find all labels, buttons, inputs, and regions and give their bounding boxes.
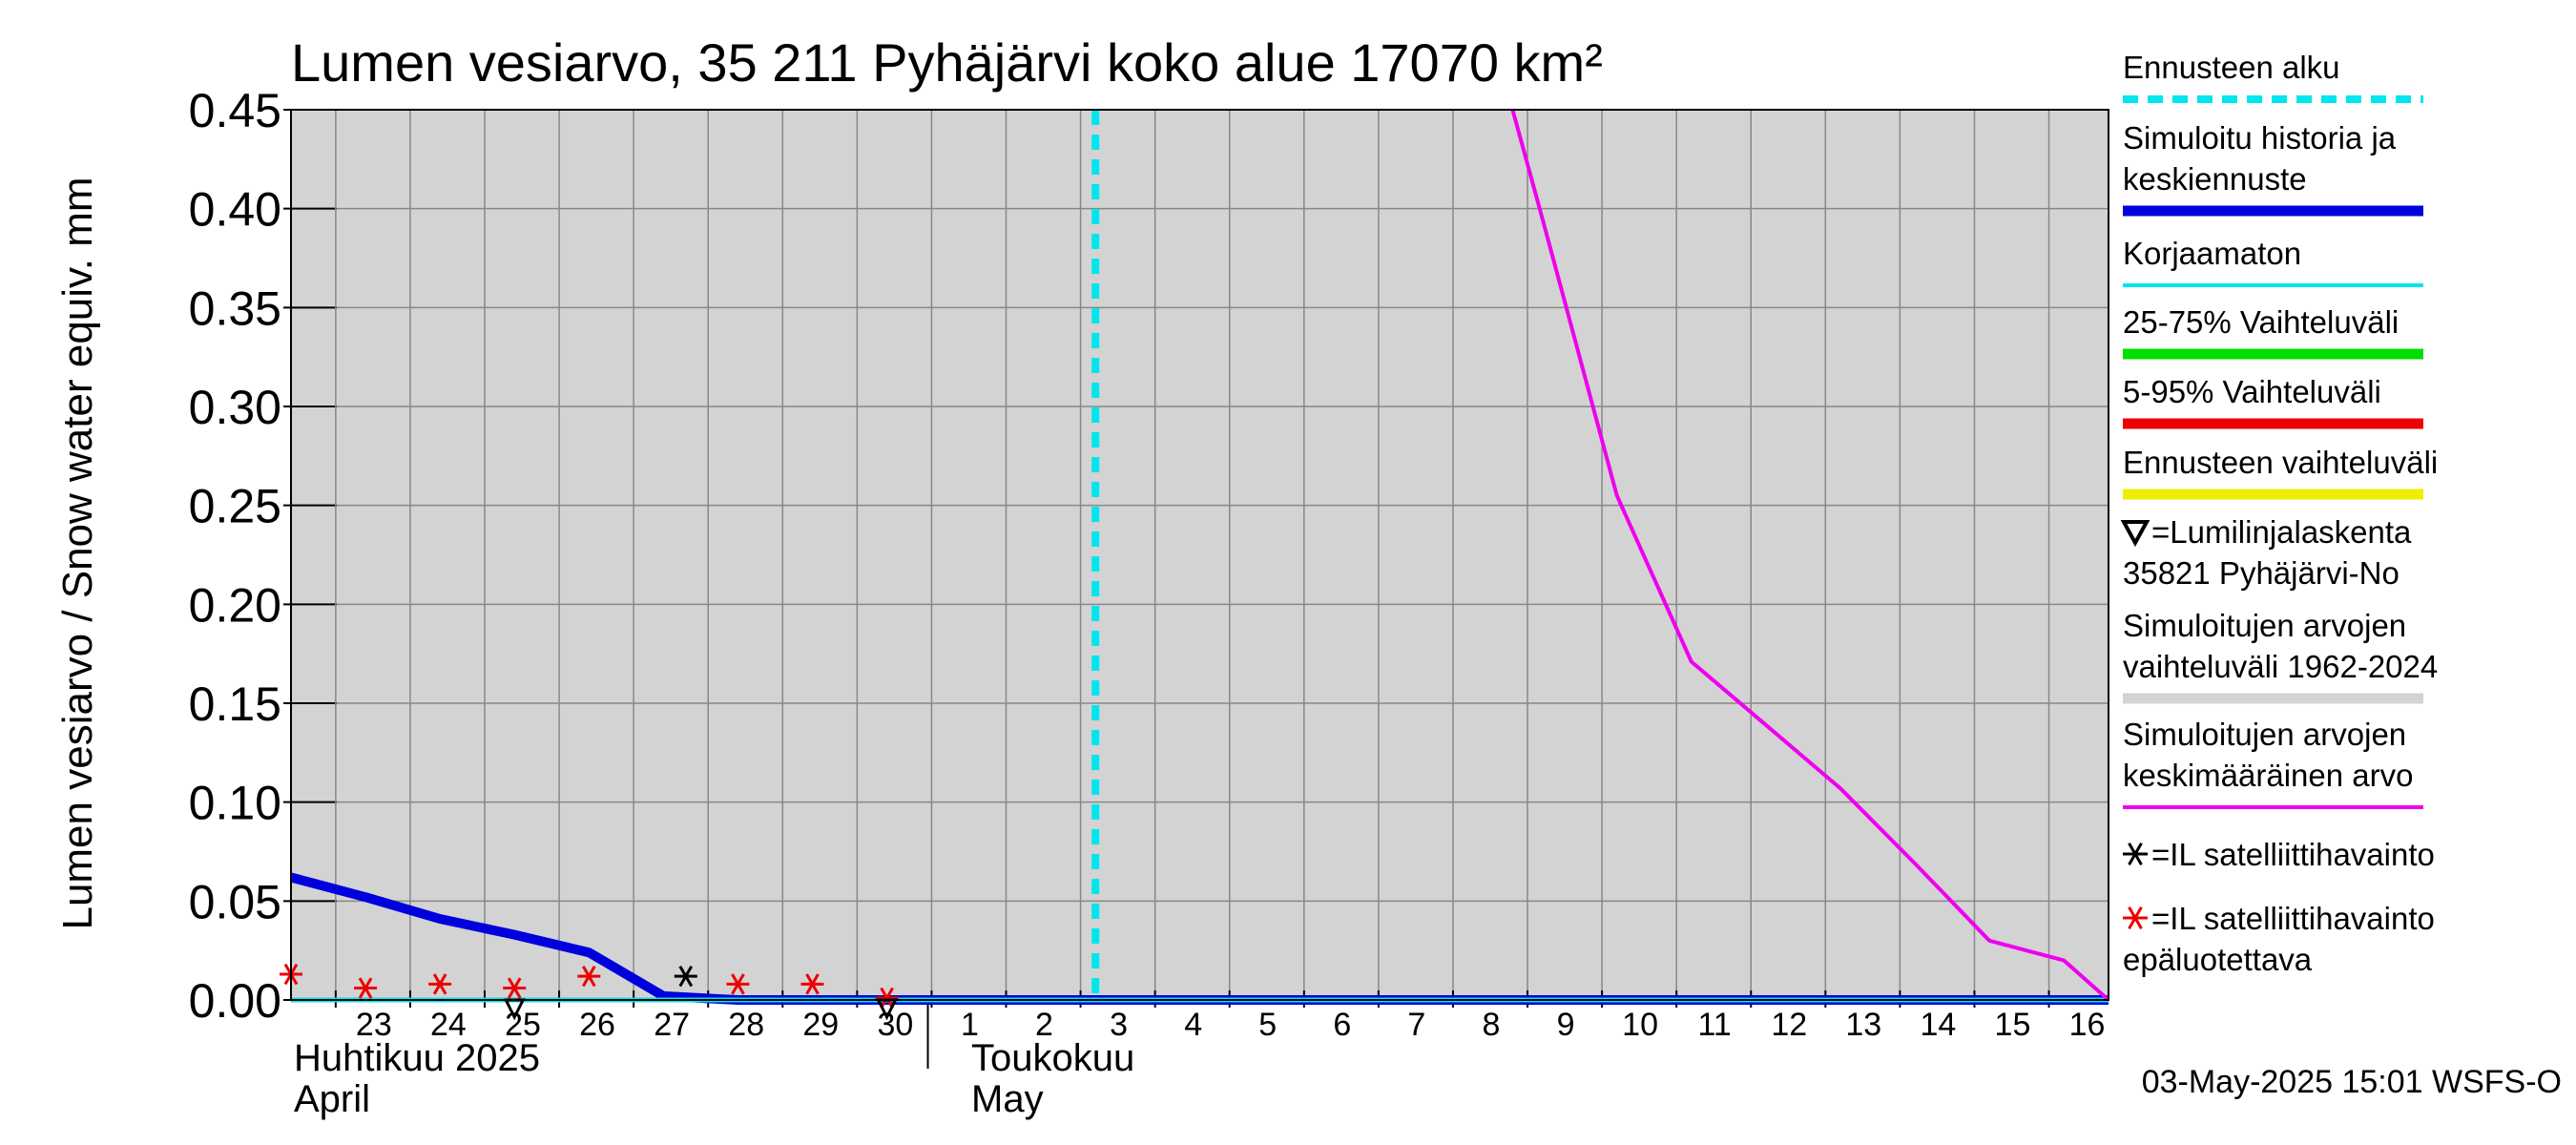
legend-label: =Lumilinjalaskenta	[2151, 514, 2412, 550]
x-tick-label: 23	[356, 1007, 392, 1043]
x-tick-label: 4	[1184, 1007, 1202, 1043]
x-tick-label: 2	[1035, 1007, 1053, 1043]
x-tick-label: 30	[877, 1007, 913, 1043]
legend-label: Korjaamaton	[2123, 236, 2301, 271]
legend-label: 5-95% Vaihteluväli	[2123, 374, 2381, 409]
x-tick-label: 16	[2069, 1007, 2106, 1043]
x-tick-label: 12	[1771, 1007, 1807, 1043]
plot-frame	[290, 109, 2109, 1001]
legend-item: Simuloitujen arvojen vaihteluväli 1962-20…	[2123, 608, 2438, 704]
x-tick-label: 27	[654, 1007, 690, 1043]
y-tick-label: 0.10	[189, 777, 281, 830]
legend-label: Simuloitujen arvojen	[2123, 608, 2406, 643]
legend-item: Ennusteen vaihteluväli	[2123, 445, 2438, 500]
y-tick-label: 0.15	[189, 677, 281, 731]
y-tick-label: 0.45	[189, 84, 281, 137]
x-tick-label: 15	[1995, 1007, 2031, 1043]
y-tick-label: 0.00	[189, 974, 281, 1028]
satellite-unreliable-marker	[428, 973, 452, 995]
legend-item: =Lumilinjalaskenta 35821 Pyhäjärvi-No	[2120, 514, 2412, 591]
satellite-unreliable-marker	[726, 973, 750, 995]
plot-background	[291, 110, 2109, 1000]
satellite-unreliable-marker	[875, 987, 899, 1010]
satellite-unreliable-marker	[577, 965, 601, 988]
month-label-may-en: May	[971, 1078, 1044, 1120]
satellite-reliable-marker	[674, 965, 697, 988]
legend-label: keskiennuste	[2123, 161, 2307, 197]
x-tick-label: 7	[1407, 1007, 1425, 1043]
simuloitujen-arvojen-keskim-r-inen-arvo-line	[1510, 109, 2110, 1002]
legend-item: Simuloitu historia ja keskiennuste	[2123, 120, 2423, 217]
legend-label: Simuloitujen arvojen	[2123, 717, 2406, 752]
legend-label: =IL satelliittihavainto	[2151, 837, 2435, 872]
x-tick-label: 1	[961, 1007, 979, 1043]
x-tick-label: 9	[1557, 1007, 1575, 1043]
x-tick-label: 6	[1333, 1007, 1351, 1043]
timestamp: 03-May-2025 15:01 WSFS-O	[2142, 1064, 2562, 1100]
legend-label: keskimääräinen arvo	[2123, 758, 2413, 793]
legend-label: =IL satelliittihavainto	[2151, 901, 2435, 936]
legend: Ennusteen alku Simuloitu historia ja keski…	[2120, 50, 2438, 977]
x-tick-label: 3	[1110, 1007, 1128, 1043]
x-tick-label: 10	[1622, 1007, 1658, 1043]
legend-star-icon	[2123, 842, 2148, 866]
legend-label: vaihteluväli 1962-2024	[2123, 649, 2438, 684]
x-tick-label: 24	[430, 1007, 467, 1043]
y-tick-label: 0.35	[189, 281, 281, 335]
legend-item: =IL satelliittihavainto epäluotettava	[2123, 901, 2435, 977]
legend-item: Ennusteen alku	[2123, 50, 2423, 103]
legend-label: Simuloitu historia ja	[2123, 120, 2397, 156]
month-label-april-en: April	[294, 1078, 370, 1120]
y-tick-label: 0.25	[189, 480, 281, 533]
legend-triangle-icon	[2120, 520, 2150, 548]
legend-label: Ennusteen vaihteluväli	[2123, 445, 2438, 480]
legend-label: Ennusteen alku	[2123, 50, 2340, 85]
x-tick-label: 5	[1258, 1007, 1277, 1043]
plot-area: 0.00 0.05 0.10 0.15 0.20 0.25 0.30 0.35 0.40 0.45…	[189, 84, 2110, 1120]
legend-item: Simuloitujen arvojen keskimääräinen arvo	[2123, 717, 2423, 809]
satellite-unreliable-marker	[800, 973, 824, 995]
satellite-unreliable-marker	[354, 977, 378, 999]
legend-item: 5-95% Vaihteluväli	[2123, 374, 2423, 429]
satellite-unreliable-marker	[503, 977, 527, 999]
x-tick-label: 26	[579, 1007, 615, 1043]
y-tick-label: 0.05	[189, 875, 281, 928]
legend-item: 25-75% Vaihteluväli	[2123, 304, 2423, 360]
y-tick-label: 0.40	[189, 183, 281, 237]
y-tick-label: 0.20	[189, 578, 281, 632]
x-tick-label: 14	[1920, 1007, 1956, 1043]
x-tick-label: 11	[1698, 1007, 1732, 1043]
month-label-may-fi: Toukokuu	[971, 1037, 1134, 1079]
legend-star-icon	[2123, 906, 2148, 930]
legend-label: epäluotettava	[2123, 942, 2313, 977]
y-tick-label: 0.30	[189, 381, 281, 434]
x-tick-label: 28	[728, 1007, 764, 1043]
chart-title: Lumen vesiarvo, 35 211 Pyhäjärvi koko al…	[291, 32, 1603, 93]
legend-label: 35821 Pyhäjärvi-No	[2123, 555, 2399, 591]
legend-item: Korjaamaton	[2123, 236, 2423, 287]
y-axis-label: Lumen vesiarvo / Snow water equiv. mm	[54, 177, 101, 929]
x-tick-label: 29	[802, 1007, 839, 1043]
month-label-april-fi: Huhtikuu 2025	[294, 1037, 540, 1079]
x-tick-label: 13	[1845, 1007, 1881, 1043]
legend-label: 25-75% Vaihteluväli	[2123, 304, 2399, 340]
x-tick-label: 8	[1482, 1007, 1500, 1043]
legend-item: =IL satelliittihavainto	[2123, 837, 2435, 872]
